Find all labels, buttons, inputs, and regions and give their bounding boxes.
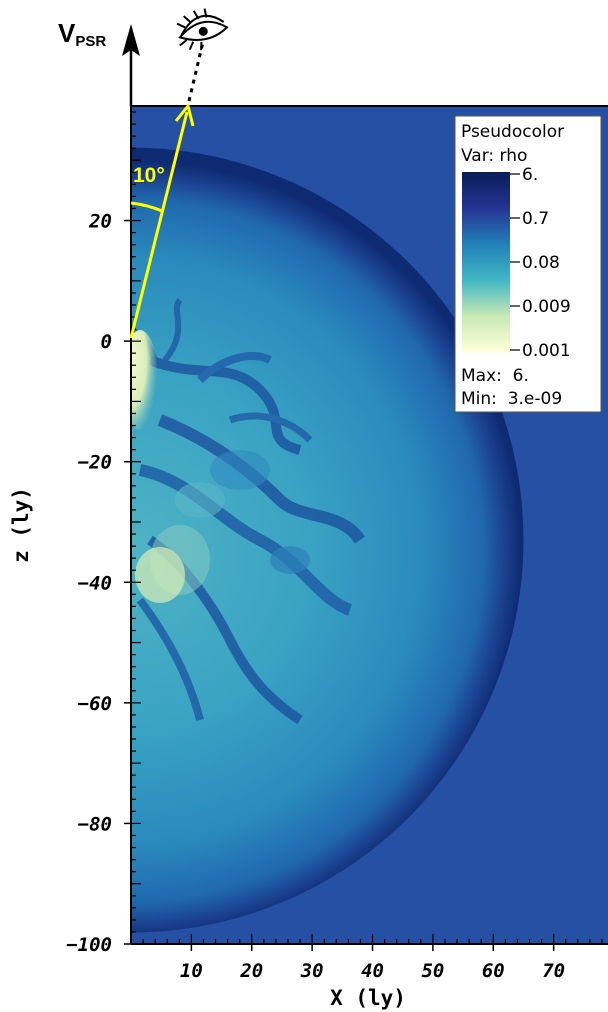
colorbar-tick-label: 0.08 [522, 253, 560, 273]
x-tick-label: 40 [361, 960, 384, 982]
angle-label: 10° [133, 164, 165, 187]
x-tick-label: 50 [421, 960, 444, 982]
hot-region-lower [135, 547, 185, 603]
y-tick-label: −40 [78, 572, 112, 594]
colorbar-tick-label: 0.009 [522, 297, 571, 317]
y-tick-label: 20 [88, 211, 112, 233]
x-tick-labels: 10 20 30 40 50 60 70 [180, 960, 565, 982]
velocity-label: VPSR [58, 18, 106, 50]
colorbar-tick-label: 0.001 [522, 341, 571, 361]
legend-min: Min: 3.e-09 [461, 389, 562, 409]
line-of-sight [129, 41, 205, 339]
x-tick-label: 60 [482, 960, 505, 982]
major-ticks [124, 219, 555, 951]
x-tick-label: 70 [542, 960, 565, 982]
colorbar-ticks [510, 173, 520, 351]
y-tick-labels: 20 0 −20 −40 −60 −80 −100 [66, 211, 112, 956]
x-tick-label: 10 [180, 960, 203, 982]
y-tick-label: −20 [78, 452, 112, 474]
x-tick-label: 30 [300, 960, 324, 982]
velocity-label-sub: PSR [75, 33, 106, 50]
legend-max: Max: 6. [461, 366, 529, 386]
turbulent-interior [131, 297, 365, 725]
legend-variable: Var: rho [461, 146, 527, 166]
y-tick-label: −80 [78, 813, 112, 835]
velocity-label-main: V [58, 18, 76, 48]
hot-core-region [131, 330, 158, 430]
colorbar-tick-label: 6. [522, 165, 538, 185]
colorbar-tick-labels: 6. 0.7 0.08 0.009 0.001 [522, 165, 571, 361]
colorbar-gradient [462, 172, 510, 352]
y-tick-label: 0 [101, 331, 112, 353]
legend-title: Pseudocolor [461, 122, 564, 142]
colorbar-tick-label: 0.7 [522, 209, 549, 229]
y-tick-label: −100 [66, 934, 112, 956]
bow-shock-shell [131, 147, 524, 933]
observer-eye-icon [176, 8, 229, 51]
minor-ticks [131, 111, 603, 945]
velocity-arrow [122, 24, 140, 106]
colorbar-legend: Pseudocolor Var: rho 6. 0.7 0.08 0.009 0.001… [454, 115, 602, 413]
x-tick-label: 20 [239, 960, 263, 982]
y-tick-label: −60 [78, 693, 112, 715]
x-axis-label: X (ly) [330, 986, 406, 1010]
y-axis-label: z (ly) [9, 487, 33, 563]
